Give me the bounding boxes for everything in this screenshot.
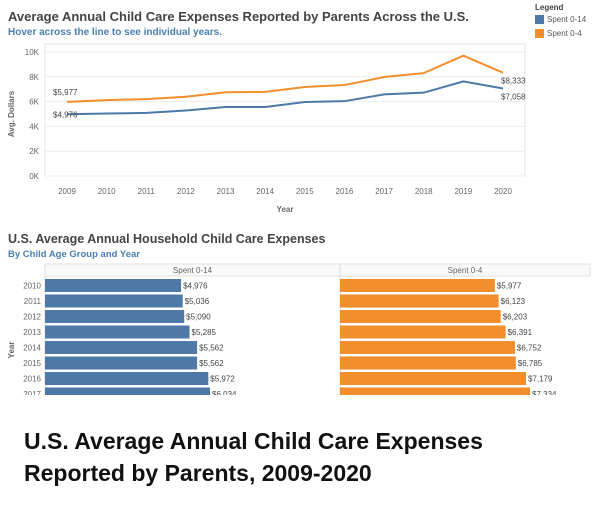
bar-spent-0-14 [45,310,185,323]
caption-line-1: U.S. Average Annual Child Care Expenses [24,428,483,454]
panel-title-right: Spent 0-4 [448,266,483,275]
x-tick-label: 2015 [296,187,314,196]
x-tick-label: 2011 [138,187,156,196]
series-line-spent-0-14 [66,80,504,116]
y-tick-label: 2K [29,147,39,156]
bar-label: $6,752 [517,344,542,353]
x-tick-label: 2010 [98,187,116,196]
x-tick-label: 2013 [217,187,235,196]
legend-item-spent-0-4[interactable]: Spent 0-4 [535,29,582,38]
crop-mask [0,395,604,400]
y-tick-label: 2014 [23,344,41,353]
y-axis-label: Avg. Dollars [7,90,16,137]
bottom-chart-subtitle: By Child Age Group and Year [8,249,140,260]
bar-spent-0-14 [45,356,198,370]
y-tick-label: 2013 [23,328,41,337]
bar-spent-0-4 [340,341,515,354]
panel-title-left: Spent 0-14 [173,266,213,275]
bar-label: $6,203 [503,313,528,322]
bar-spent-0-4 [340,279,495,292]
y-tick-label: 2012 [23,313,41,322]
bar-spent-0-14 [45,341,198,354]
y-tick-label: 2015 [23,359,41,368]
x-tick-label: 2017 [375,187,393,196]
series-line-spent-0-4 [66,54,504,103]
x-tick-label: 2016 [336,187,354,196]
bar-label: $6,391 [508,328,533,337]
caption-line-2: Reported by Parents, 2009-2020 [24,460,372,486]
x-tick-label: 2019 [454,187,472,196]
bar-chart[interactable]: Spent 0-14 Spent 0-4 2010 $4,976 $5,977 2011 $… [0,0,604,400]
y-tick-label: 0K [29,172,39,181]
bar-label: $6,785 [518,359,543,368]
plot-area [44,43,526,177]
data-label: $8,333 [501,77,526,86]
top-chart-title: Average Annual Child Care Expenses Repor… [8,9,469,24]
legend-swatch-blue [535,15,544,24]
bar-label: $5,977 [497,282,522,291]
data-label: $5,977 [53,88,78,97]
legend-label: Spent 0-4 [547,29,582,38]
x-tick-label: 2014 [256,187,274,196]
bar-spent-0-14 [45,294,183,308]
bar-label: $5,562 [199,359,224,368]
legend-label: Spent 0-14 [547,15,587,24]
line-chart[interactable]: 0K 2K 4K 6K 8K 10K 2009 2010 2011 2012 2013 2014 201… [0,0,604,225]
data-label: $7,058 [501,92,526,101]
y-tick-label: 2010 [23,282,41,291]
legend-title: Legend [535,3,564,12]
bar-spent-0-4 [340,310,501,323]
x-tick-label: 2018 [415,187,433,196]
top-chart-subtitle: Hover across the line to see individual … [8,27,222,38]
x-tick-label: 2020 [494,187,512,196]
legend-swatch-orange [535,29,544,38]
y-tick-label: 6K [29,98,39,107]
panel-header [44,263,591,277]
bar-label: $5,036 [185,297,210,306]
legend-item-spent-0-14[interactable]: Spent 0-14 [535,15,586,24]
bar-label: $6,123 [501,297,526,306]
bar-label: $5,285 [192,328,217,337]
bottom-chart-title: U.S. Average Annual Household Child Care… [8,232,326,246]
bar-spent-0-4 [340,325,506,339]
x-tick-label: 2012 [177,187,195,196]
bar-label: $6,034 [212,390,237,399]
bar-spent-0-14 [45,325,190,339]
y-tick-label: 2011 [24,297,42,306]
y-tick-label: 4K [29,122,39,131]
y-tick-label: 2016 [23,375,41,384]
bar-spent-0-14 [45,372,209,385]
bar-spent-0-14 [45,279,182,292]
y-tick-label: 2017 [23,390,41,399]
bar-label: $5,972 [210,375,235,384]
y-tick-label: 10K [25,48,40,57]
bar-label: $4,976 [183,282,208,291]
data-label: $4,976 [53,110,78,119]
bar-spent-0-4 [340,372,526,385]
bar-label: $5,090 [186,313,211,322]
bar-spent-0-4 [340,294,499,308]
bar-label: $7,334 [532,390,557,399]
y-axis-label: Year [7,342,16,359]
bar-label: $5,562 [199,344,224,353]
x-tick-label: 2009 [58,187,76,196]
bar-label: $7,179 [528,375,553,384]
y-tick-label: 8K [29,73,39,82]
x-axis-label: Year [277,205,294,214]
figure-caption: U.S. Average Annual Child Care Expenses … [24,425,584,489]
bar-spent-0-4 [340,356,516,370]
